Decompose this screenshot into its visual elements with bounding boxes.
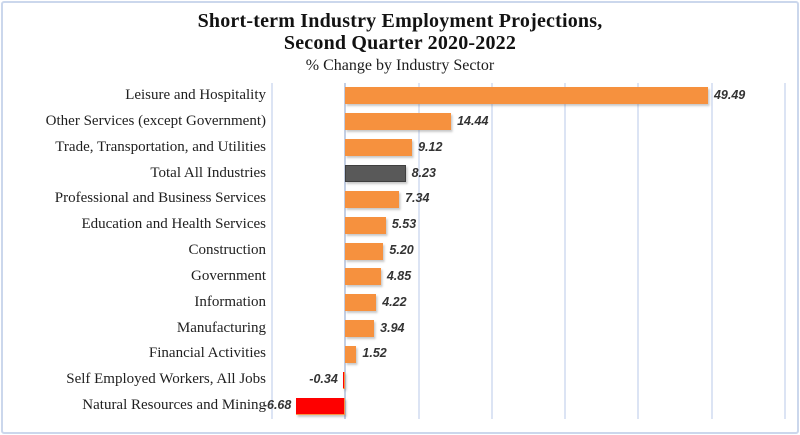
- value-label: 14.44: [457, 113, 489, 128]
- category-label: Government: [191, 267, 266, 284]
- gridline: [784, 83, 786, 419]
- value-label: 49.49: [713, 88, 746, 102]
- value-label: 7.34: [405, 191, 430, 206]
- bar-positive: [345, 113, 452, 131]
- category-label: Information: [194, 293, 266, 310]
- bar-positive: [345, 216, 386, 234]
- category-label: Self Employed Workers, All Jobs: [66, 371, 266, 388]
- bar-positive: [345, 242, 384, 260]
- category-label: Manufacturing: [176, 319, 266, 336]
- gridline: [564, 83, 567, 419]
- bar-negative: [296, 397, 346, 415]
- gridline: [271, 83, 273, 419]
- value-label: 1.52: [362, 346, 387, 361]
- chart-title-line-2: Second Quarter 2020-2022: [283, 32, 517, 54]
- category-label: Construction: [188, 242, 267, 259]
- value-label: -0.34: [309, 372, 338, 387]
- chart-title-line-1: Short-term Industry Employment Projectio…: [197, 10, 603, 32]
- category-label: Total All Industries: [150, 164, 266, 181]
- category-label: Natural Resources and Mining: [82, 397, 266, 414]
- value-label: 5.20: [389, 243, 414, 258]
- value-label: 8.23: [411, 165, 436, 180]
- bar-positive: [345, 345, 357, 363]
- category-label: Education and Health Services: [81, 216, 266, 233]
- value-label: 9.12: [418, 139, 443, 154]
- category-label: Other Services (except Government): [45, 112, 266, 129]
- value-label: 5.53: [391, 217, 417, 232]
- category-label: Professional and Business Services: [54, 190, 266, 207]
- gridline: [417, 83, 420, 419]
- category-label: Trade, Transportation, and Utilities: [55, 138, 266, 155]
- category-label: Leisure and Hospitality: [125, 87, 266, 103]
- bar-positive: [345, 268, 381, 286]
- bar-positive: [345, 87, 708, 105]
- bar-total: [345, 164, 406, 182]
- chart-subtitle: % Change by Industry Sector: [305, 57, 495, 74]
- value-label: -6.68: [262, 398, 292, 413]
- category-label: Financial Activities: [148, 345, 266, 362]
- bar-positive: [345, 139, 413, 157]
- value-label: 4.85: [386, 268, 412, 283]
- bar-negative: [342, 371, 346, 389]
- gridline: [710, 83, 713, 419]
- bar-positive: [345, 320, 375, 338]
- bar-positive: [345, 294, 377, 312]
- bar-positive: [345, 190, 400, 208]
- gridline: [490, 83, 493, 419]
- gridline: [637, 83, 640, 419]
- chart-title-block: Short-term Industry Employment Projectio…: [0, 10, 800, 75]
- value-label: 3.94: [380, 320, 405, 335]
- value-label: 4.22: [382, 294, 407, 309]
